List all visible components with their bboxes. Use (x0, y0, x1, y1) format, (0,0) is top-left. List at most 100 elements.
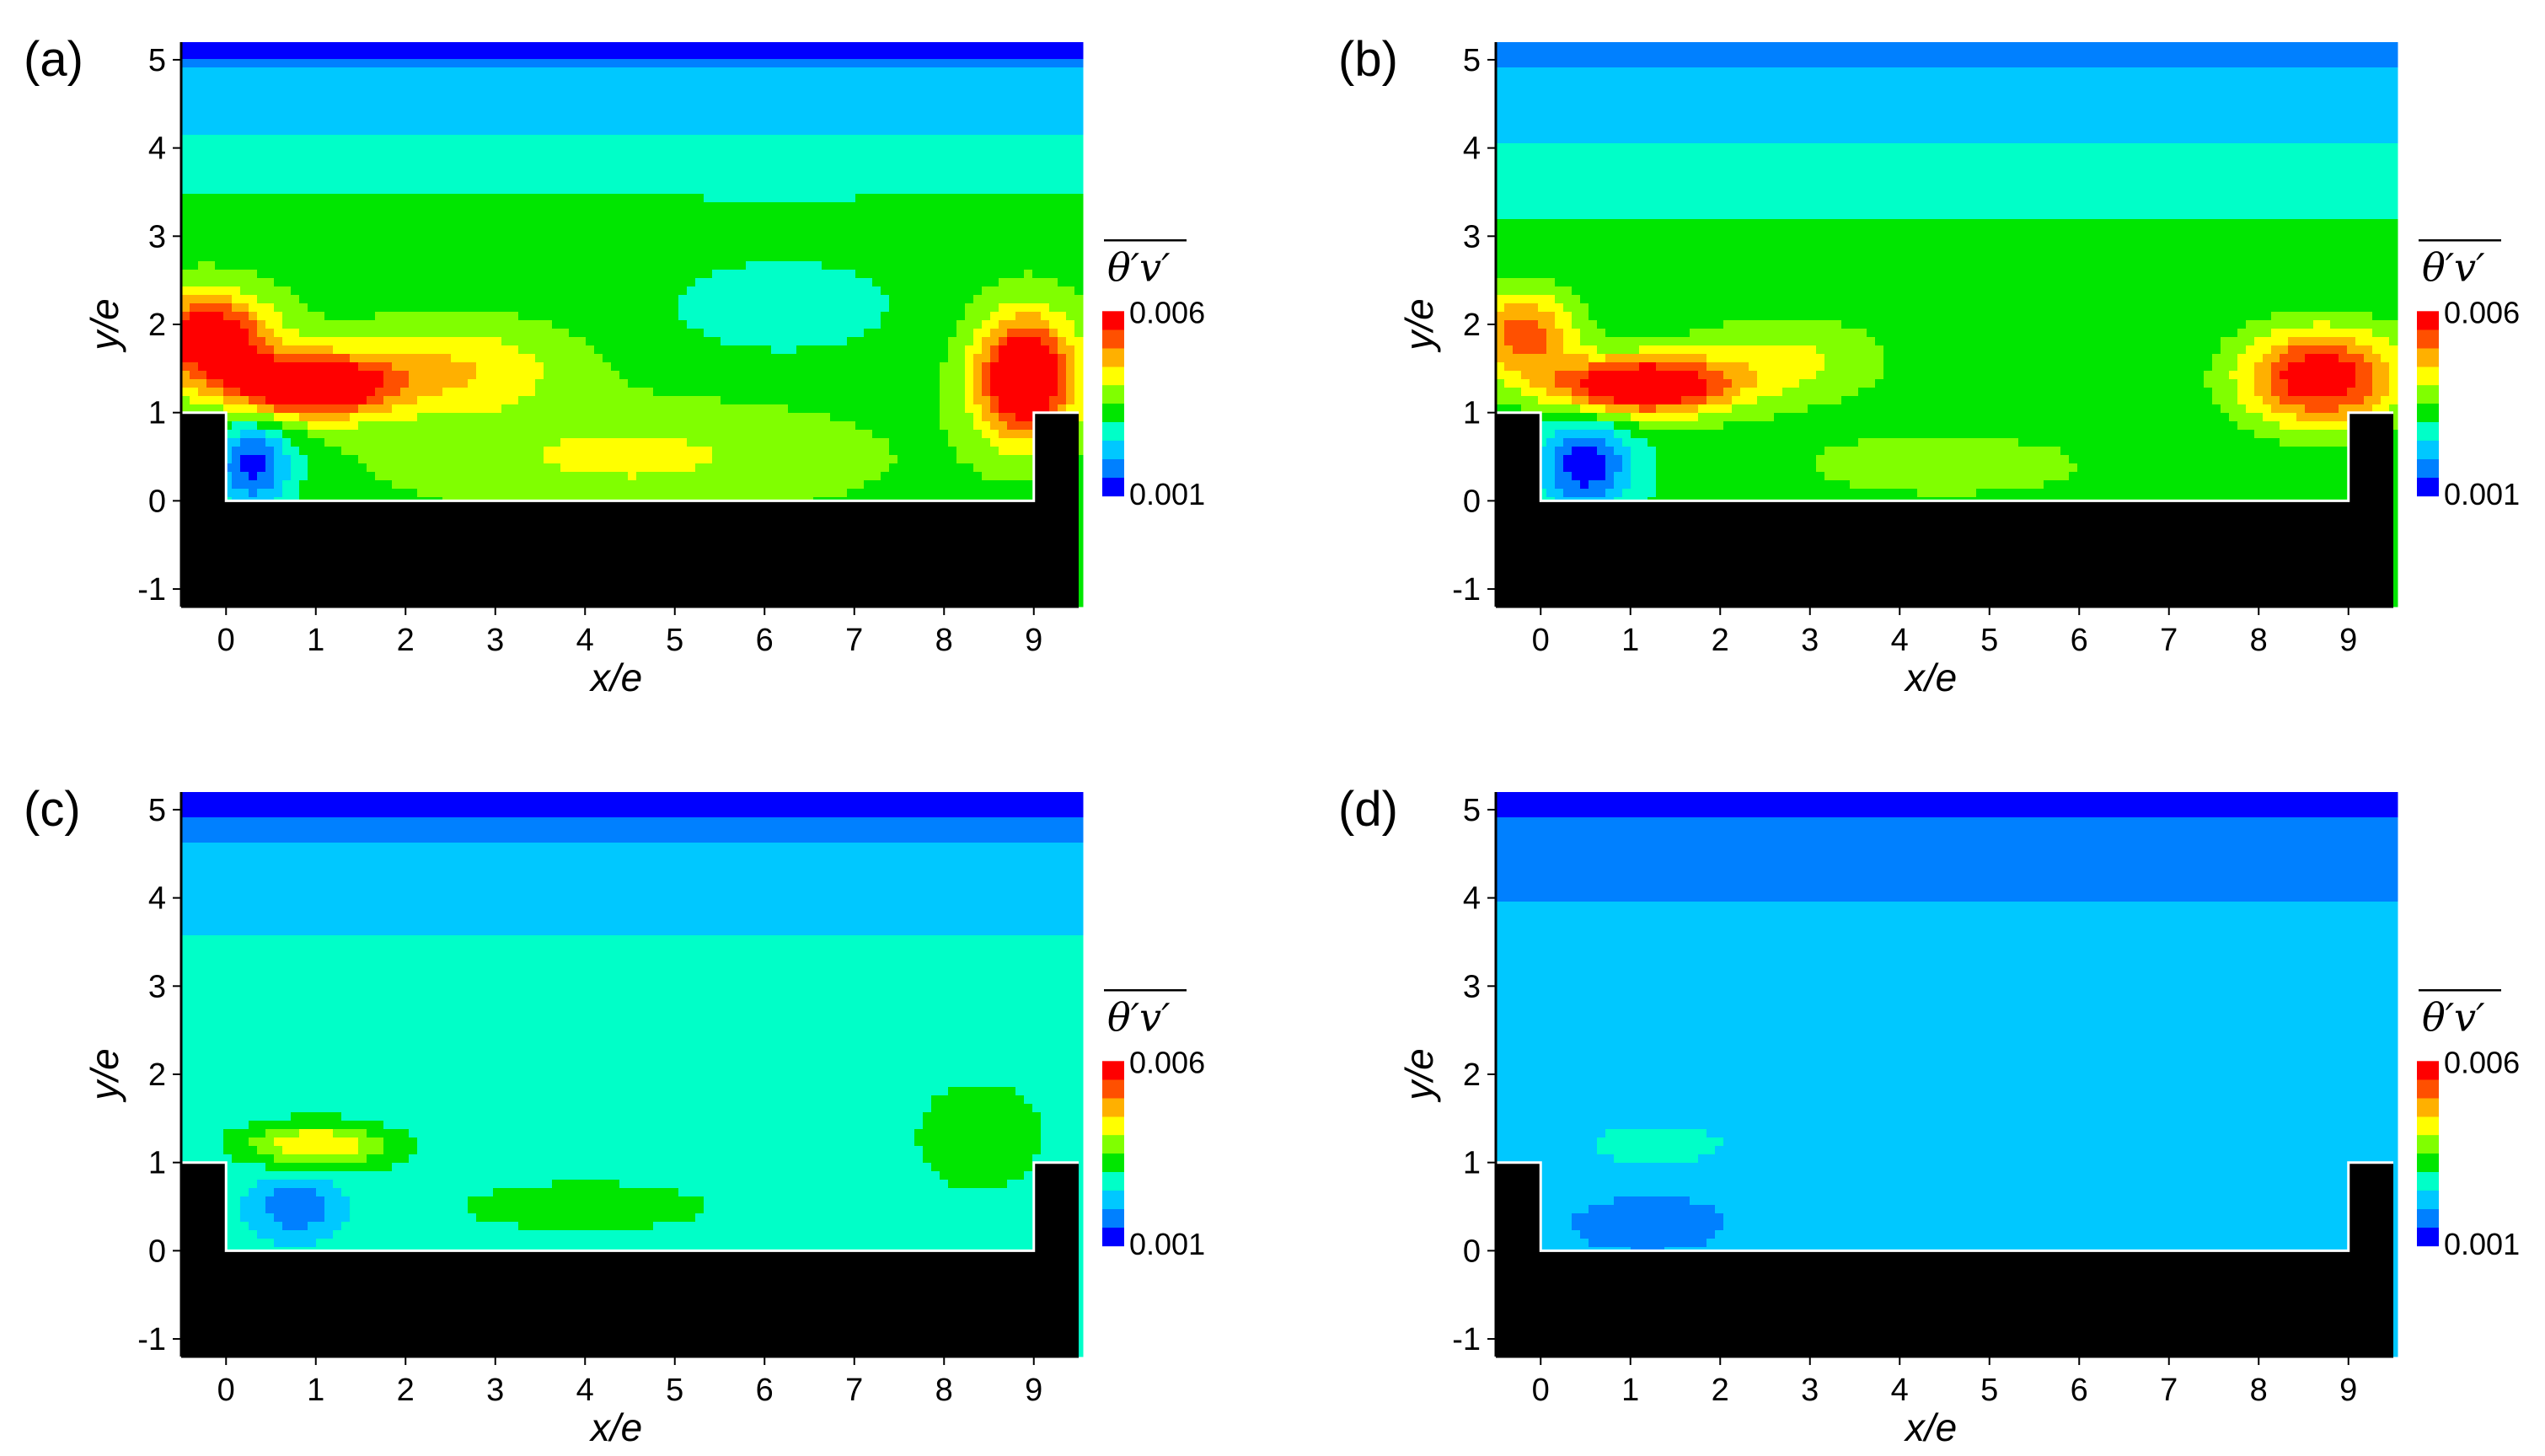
contour-cell (813, 286, 822, 296)
contour-cell (1058, 101, 1067, 110)
contour-cell (206, 371, 216, 380)
contour-cell (737, 286, 747, 296)
contour-cell (881, 320, 890, 329)
contour-cell (501, 345, 511, 355)
contour-cell (232, 67, 241, 77)
contour-cell (316, 430, 325, 439)
contour-cell (872, 413, 881, 422)
contour-cell (780, 51, 789, 60)
contour-cell (1024, 329, 1033, 338)
contour-cell (265, 93, 275, 102)
contour-cell (383, 421, 393, 431)
contour-cell (434, 278, 443, 287)
contour-cell (940, 135, 949, 144)
contour-cell (594, 362, 603, 372)
contour-cell (569, 143, 578, 153)
contour-cell (796, 110, 806, 119)
contour-cell (763, 236, 772, 245)
contour-cell (544, 244, 553, 254)
contour-cell (999, 320, 1008, 329)
contour-cell (274, 126, 283, 136)
contour-cell (333, 177, 342, 186)
contour-cell (527, 110, 536, 119)
contour-cell (586, 135, 595, 144)
contour-cell (594, 236, 603, 245)
contour-cell (973, 202, 983, 211)
contour-cell (619, 371, 629, 380)
contour-cell (1058, 76, 1067, 85)
contour-cell (940, 143, 949, 153)
contour-cell (704, 413, 713, 422)
contour-cell (931, 185, 940, 195)
contour-cell (223, 388, 233, 397)
contour-cell (645, 320, 654, 329)
contour-cell (518, 126, 528, 136)
contour-cell (1074, 211, 1084, 220)
contour-cell (855, 101, 865, 110)
contour-cell (535, 303, 544, 313)
contour-cell (392, 211, 401, 220)
contour-cell (763, 404, 772, 414)
contour-cell (1066, 118, 1075, 127)
contour-cell (451, 345, 460, 355)
contour-cell (257, 59, 266, 68)
contour-cell (619, 421, 629, 431)
contour-cell (813, 421, 822, 431)
contour-cell (1041, 320, 1050, 329)
contour-cell (215, 169, 224, 178)
contour-cell (662, 312, 671, 321)
contour-cell (181, 362, 190, 372)
contour-cell (510, 177, 519, 186)
contour-cell (535, 211, 544, 220)
contour-cell (586, 126, 595, 136)
contour-cell (1074, 177, 1084, 186)
contour-cell (670, 379, 679, 388)
contour-cell (839, 320, 848, 329)
contour-cell (181, 110, 190, 119)
contour-cell (965, 413, 974, 422)
contour-cell (948, 110, 957, 119)
contour-cell (434, 421, 443, 431)
contour-cell (704, 261, 713, 270)
contour-cell (569, 228, 578, 237)
contour-cell (518, 430, 528, 439)
contour-cell (442, 413, 452, 422)
contour-cell (788, 135, 797, 144)
contour-cell (830, 126, 839, 136)
contour-cell (1024, 177, 1033, 186)
contour-cell (232, 160, 241, 169)
contour-cell (923, 320, 932, 329)
contour-cell (274, 152, 283, 161)
contour-cell (240, 76, 249, 85)
contour-cell (687, 270, 696, 279)
contour-cell (889, 135, 898, 144)
contour-cell (535, 152, 544, 161)
contour-cell (442, 110, 452, 119)
contour-cell (1058, 110, 1067, 119)
contour-cell (552, 143, 561, 153)
contour-cell (973, 295, 983, 304)
contour-cell (198, 84, 207, 94)
contour-cell (999, 396, 1008, 405)
contour-cell (619, 312, 629, 321)
contour-cell (367, 253, 376, 262)
contour-cell (485, 59, 494, 68)
contour-cell (215, 396, 224, 405)
contour-cell (948, 278, 957, 287)
contour-cell (459, 270, 469, 279)
contour-cell (1007, 228, 1016, 237)
contour-cell (662, 261, 671, 270)
contour-cell (813, 371, 822, 380)
contour-cell (1049, 388, 1058, 397)
contour-cell (299, 135, 308, 144)
contour-cell (678, 177, 688, 186)
contour-cell (678, 396, 688, 405)
contour-cell (704, 59, 713, 68)
contour-cell (240, 286, 249, 296)
contour-cell (518, 413, 528, 422)
contour-cell (636, 404, 646, 414)
contour-cell (839, 312, 848, 321)
contour-cell (982, 169, 991, 178)
contour-cell (746, 59, 755, 68)
contour-cell (855, 93, 865, 102)
